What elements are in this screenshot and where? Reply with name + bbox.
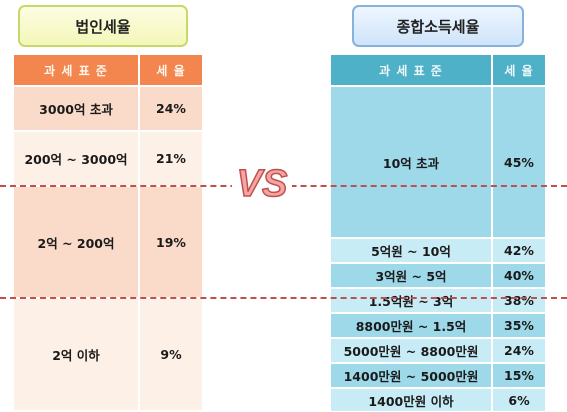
right-row-1-base: 10억 초과 <box>331 87 491 237</box>
left-row-1-rate: 24% <box>140 87 202 130</box>
right-row-4-base: 1.5억원 ~ 3억 <box>331 289 491 312</box>
right-row-2-base: 5억원 ~ 10억 <box>331 239 491 262</box>
right-row-8-base: 1400만원 이하 <box>331 389 491 411</box>
right-row-6-rate: 24% <box>493 339 545 362</box>
divider-lower <box>0 297 567 299</box>
right-row-3-rate: 40% <box>493 264 545 287</box>
right-header-base: 과 세 표 준 <box>331 55 491 85</box>
right-row-5-rate: 35% <box>493 314 545 337</box>
right-row-3-base: 3억원 ~ 5억 <box>331 264 491 287</box>
right-row-7-rate: 15% <box>493 364 545 387</box>
left-row-4-base: 2억 이하 <box>14 299 138 410</box>
right-row-7-base: 1400만원 ~ 5000만원 <box>331 364 491 387</box>
left-header-base: 과 세 표 준 <box>14 55 138 85</box>
left-row-4-rate: 9% <box>140 299 202 410</box>
left-header-rate: 세 율 <box>140 55 202 85</box>
right-row-6-base: 5000만원 ~ 8800만원 <box>331 339 491 362</box>
left-row-3-base: 2억 ~ 200억 <box>14 187 138 297</box>
right-row-2-rate: 42% <box>493 239 545 262</box>
left-row-3-rate: 19% <box>140 187 202 297</box>
income-tax-title: 종합소득세율 <box>352 5 524 47</box>
right-row-8-rate: 6% <box>493 389 545 411</box>
left-row-2-rate: 21% <box>140 132 202 185</box>
right-row-1-rate: 45% <box>493 87 545 237</box>
left-row-2-base: 200억 ~ 3000억 <box>14 132 138 185</box>
right-row-4-rate: 38% <box>493 289 545 312</box>
vs-label: VS <box>232 162 292 206</box>
right-row-5-base: 8800만원 ~ 1.5억 <box>331 314 491 337</box>
right-header-rate: 세 율 <box>493 55 545 85</box>
left-row-1-base: 3000억 초과 <box>14 87 138 130</box>
corporate-tax-title: 법인세율 <box>18 5 188 47</box>
